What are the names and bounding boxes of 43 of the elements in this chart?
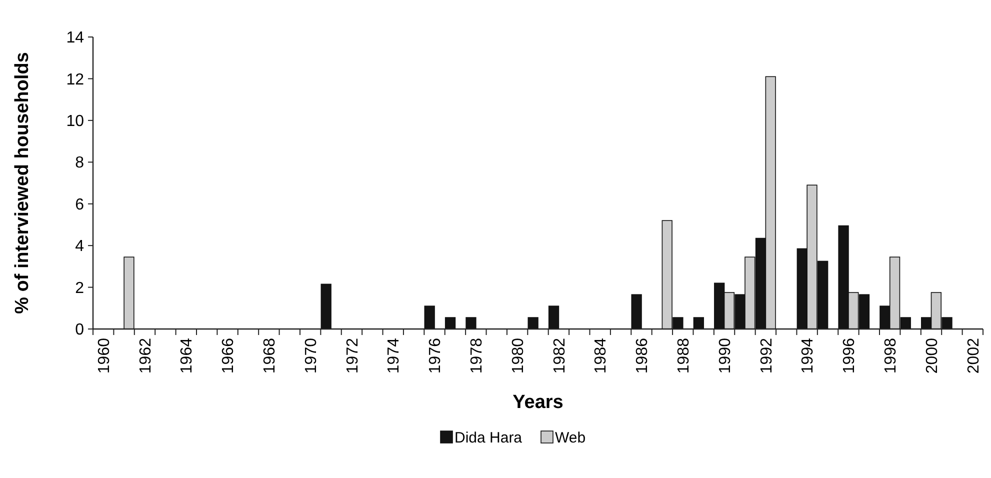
x-tick-label: 1966 xyxy=(220,338,238,374)
x-tick-label: 1960 xyxy=(96,338,113,374)
legend-label: Web xyxy=(555,429,586,446)
x-tick-label: 1978 xyxy=(468,338,486,374)
bar xyxy=(528,317,538,330)
bar xyxy=(424,306,435,330)
x-tick-label: 1970 xyxy=(302,338,320,374)
legend-label: Dida Hara xyxy=(454,429,523,446)
bar xyxy=(466,317,476,330)
x-tick-label: 1982 xyxy=(551,338,568,374)
x-tick-label: 1998 xyxy=(882,338,900,374)
y-tick-label: 8 xyxy=(75,154,84,172)
x-tick-label: 1984 xyxy=(592,338,610,374)
x-tick-label: 1976 xyxy=(427,338,444,374)
x-tick-label: 1986 xyxy=(634,338,652,374)
y-tick-label: 4 xyxy=(75,238,84,256)
x-tick-label: 1980 xyxy=(510,338,527,374)
bar xyxy=(444,317,456,330)
x-tick-label: 1994 xyxy=(800,338,817,374)
x-tick-label: 2002 xyxy=(965,338,982,374)
bar xyxy=(631,294,642,330)
bar xyxy=(548,306,560,330)
y-tick-label: 14 xyxy=(66,30,84,47)
y-axis-title: % of interviewed households xyxy=(12,52,33,314)
bar xyxy=(320,284,332,330)
bar xyxy=(693,317,704,330)
x-axis-title: Years xyxy=(512,392,564,413)
x-tick-label: 2000 xyxy=(924,338,941,374)
y-tick-label: 0 xyxy=(75,322,84,339)
y-tick-label: 12 xyxy=(66,71,84,88)
x-tick-label: 1972 xyxy=(344,338,362,374)
x-tick-label: 1974 xyxy=(386,338,403,374)
x-tick-label: 1992 xyxy=(758,338,776,374)
bar xyxy=(124,256,134,330)
y-tick-label: 2 xyxy=(75,280,84,297)
y-tick-label: 10 xyxy=(66,113,84,130)
x-tick-label: 1968 xyxy=(262,338,279,374)
x-tick-label: 1990 xyxy=(716,338,734,374)
x-tick-label: 1962 xyxy=(137,338,154,374)
y-tick-label: 6 xyxy=(75,196,84,214)
x-tick-label: 1996 xyxy=(841,338,858,374)
x-tick-label: 1964 xyxy=(178,338,196,374)
x-tick-label: 1988 xyxy=(675,338,692,374)
